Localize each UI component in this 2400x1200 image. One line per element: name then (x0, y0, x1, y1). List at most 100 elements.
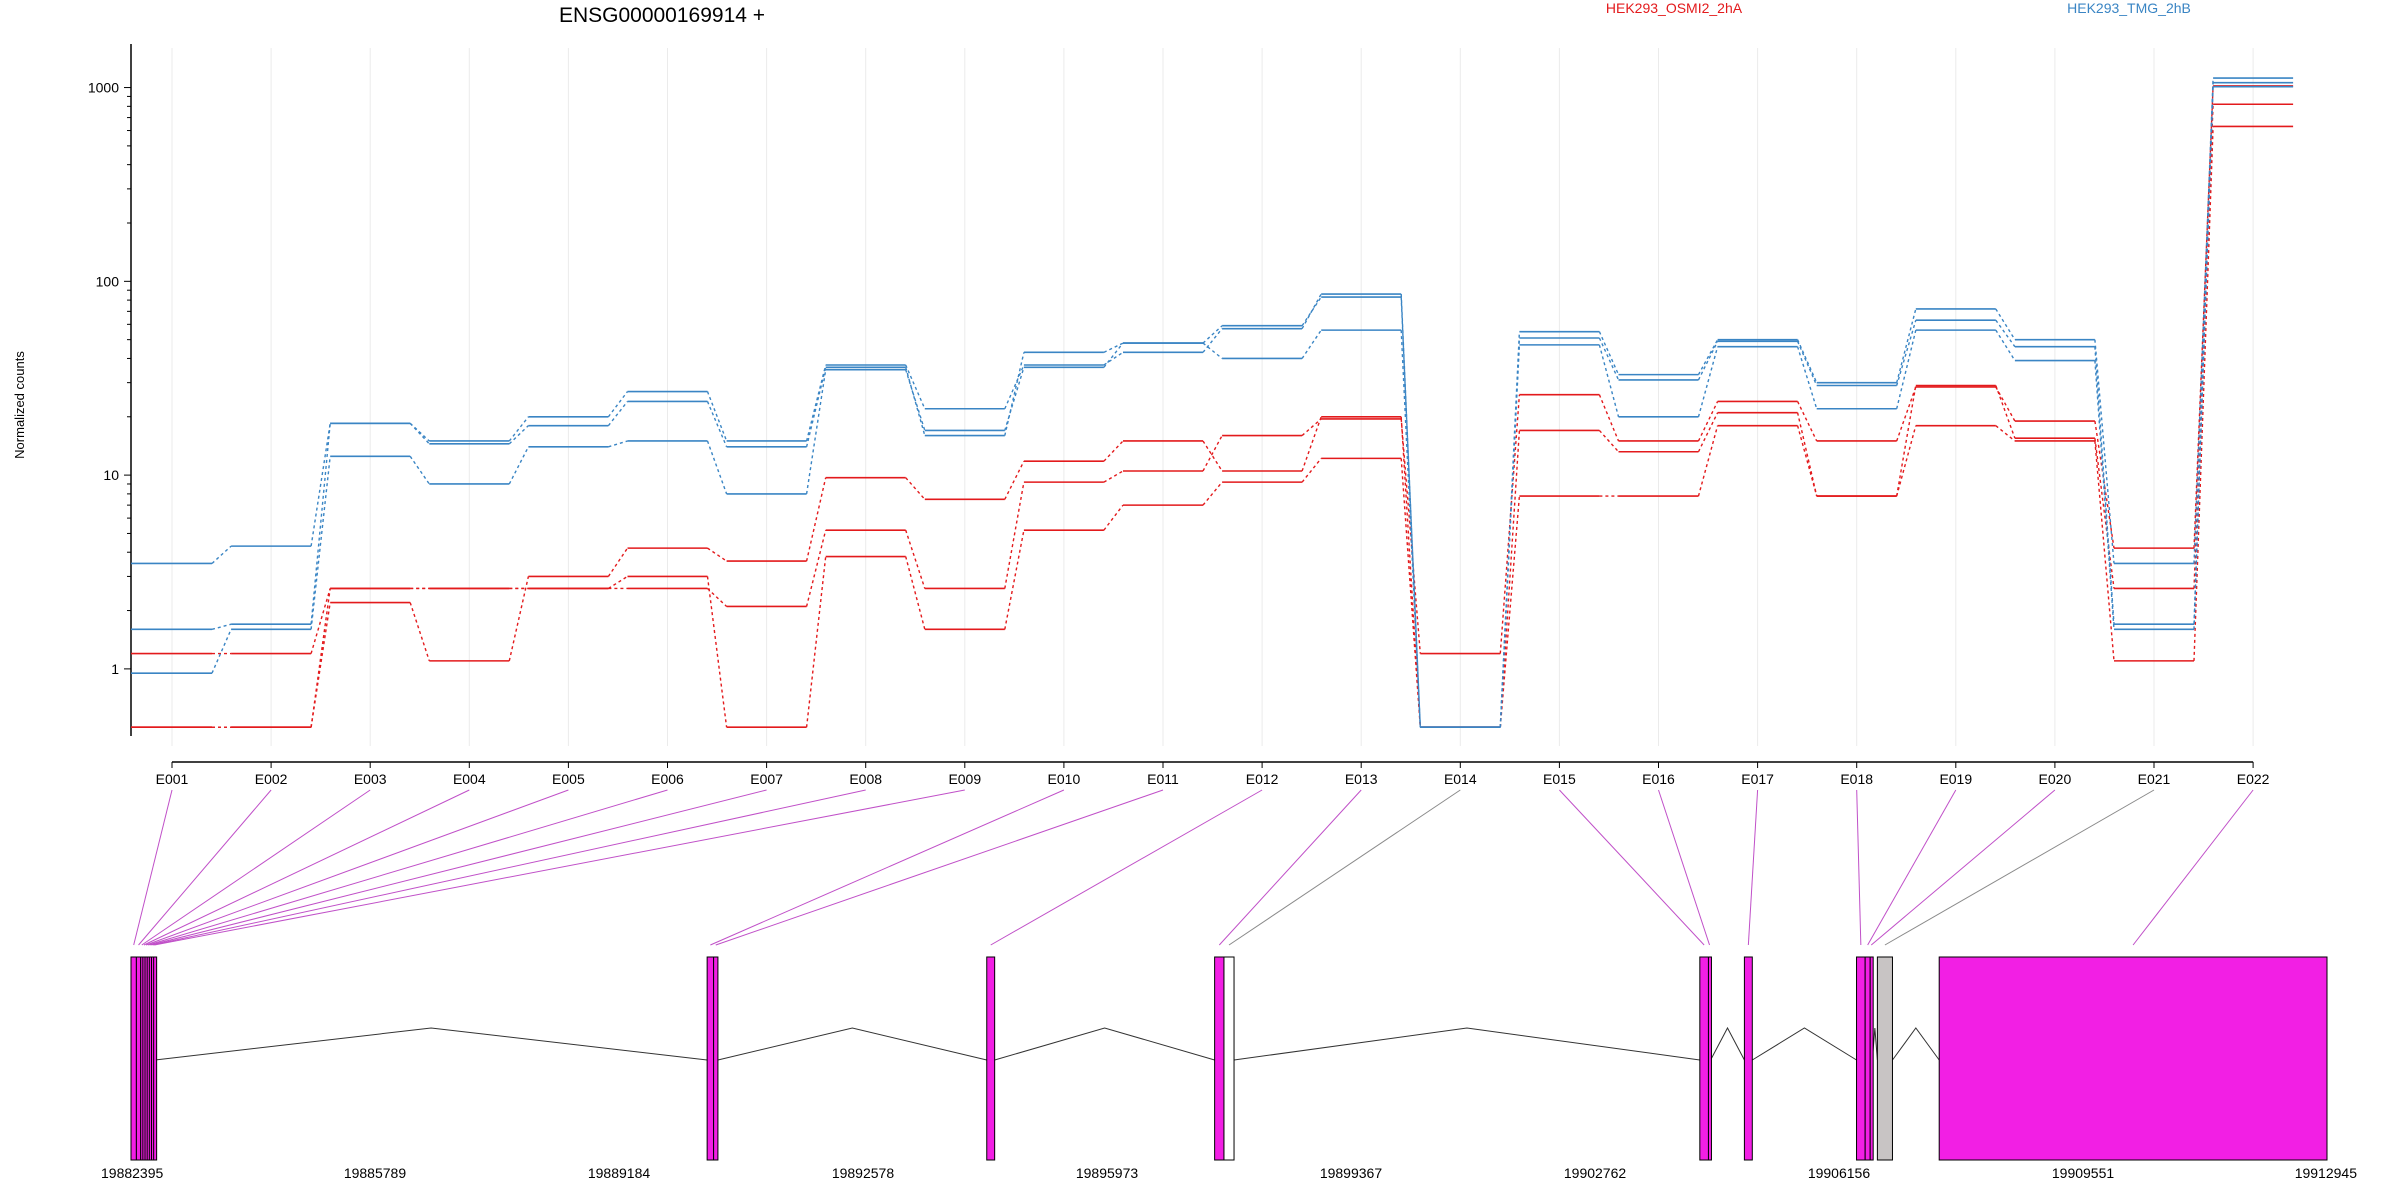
series-0-connector (1004, 482, 1025, 589)
series-5 (131, 85, 2294, 729)
series-5-connector (1004, 367, 1025, 431)
series-3-connector (1202, 328, 1223, 353)
exon-box-e012 (986, 956, 996, 1161)
series-0-connector (310, 588, 331, 654)
y-tick-label-10: 10 (103, 467, 119, 483)
series-1-connector (1598, 429, 1620, 453)
series-3-connector (1301, 293, 1322, 329)
exon-box-e020 (1869, 956, 1874, 1161)
series-0-connector (1202, 435, 1223, 472)
series-3-connector (805, 364, 827, 442)
series-4-connector (310, 423, 331, 625)
coordinate-label: 19899367 (1320, 1165, 1383, 1181)
intron-e017 (1752, 1027, 1857, 1061)
series-4-connector (508, 425, 529, 445)
connector-e014 (1228, 789, 1461, 946)
intron-e011 (717, 1027, 987, 1061)
series-1-connector (1896, 385, 1917, 497)
grid-lines (171, 48, 2254, 746)
coordinate-label: 19909551 (2052, 1165, 2115, 1181)
series-1-connector (1499, 430, 1521, 728)
x-tick-label-e008: E008 (849, 771, 882, 787)
series-2-connector (1896, 425, 1917, 497)
connector-e012 (990, 789, 1263, 946)
series-1-connector (1796, 412, 1818, 497)
coordinate-label: 19885789 (344, 1165, 407, 1181)
connector-e007 (150, 789, 767, 946)
coordinate-label: 19892578 (832, 1165, 895, 1181)
series-2 (131, 125, 2294, 729)
connector-e013 (1218, 789, 1362, 946)
series-4-connector (805, 367, 827, 447)
series-3-connector (1896, 308, 1917, 383)
series-1-connector (2094, 438, 2115, 589)
series-5-connector (1896, 329, 1917, 409)
series-1-connector (1697, 412, 1719, 453)
series-0-connector (1598, 394, 1620, 442)
series-2-connector (805, 556, 827, 728)
series-4-connector (1598, 337, 1620, 381)
series-3-connector (1004, 364, 1025, 410)
series-4-connector (211, 623, 232, 631)
exon-box-e022 (1938, 956, 2328, 1161)
series-4-connector (706, 401, 728, 448)
series-2-connector (2094, 440, 2115, 661)
series-5-connector (608, 440, 628, 448)
connector-e006 (148, 789, 668, 946)
intron-e016 (1710, 1026, 1745, 1061)
connector-e004 (143, 789, 470, 946)
connector-e015 (1559, 789, 1705, 946)
series-2-connector (905, 556, 926, 630)
series-2-connector (1301, 457, 1322, 483)
series-3-connector (508, 416, 529, 442)
coordinate-label: 19902762 (1564, 1165, 1627, 1181)
coordinate-label: 19882395 (101, 1165, 164, 1181)
series-1-connector (1103, 440, 1124, 462)
series-5-connector (1796, 346, 1818, 409)
legend-series-tmg: HEK293_TMG_2hB (2067, 0, 2191, 16)
connector-e020 (1870, 789, 2056, 946)
x-tick-label-e005: E005 (552, 771, 585, 787)
series-3-connector (706, 391, 728, 442)
series-0-connector (2193, 85, 2214, 549)
series-3-connector (1697, 339, 1719, 375)
gene-model: 19882395 19885789 19889184 19892578 19895973… (101, 956, 2357, 1181)
series-5-connector (1400, 330, 1421, 728)
exon-box-e010 (706, 956, 715, 1161)
x-tick-label-e020: E020 (2039, 771, 2072, 787)
intron-e021 (1892, 1027, 1940, 1061)
connector-e017 (1747, 789, 1759, 946)
connector-e001 (133, 789, 173, 946)
series-2-connector (1697, 425, 1719, 497)
exon-box-e021 (1876, 956, 1893, 1161)
series-4-connector (1896, 320, 1917, 386)
x-tick-label-e012: E012 (1246, 771, 1279, 787)
exon-box-e001 (130, 956, 137, 1161)
exon-box-e002 (135, 956, 142, 1161)
series-3-connector (1598, 331, 1620, 375)
x-tick-label-e006: E006 (651, 771, 684, 787)
x-tick-label-e010: E010 (1048, 771, 1081, 787)
series-0-connector (1499, 394, 1521, 654)
exon-connector-lines (133, 789, 2254, 946)
intron-e012 (994, 1027, 1215, 1061)
connector-e018 (1856, 789, 1862, 946)
series-2-connector (1400, 458, 1421, 728)
connector-e002 (138, 789, 272, 946)
series-0-connector (707, 587, 728, 607)
series-2-connector (608, 575, 628, 590)
series-lines (131, 77, 2294, 729)
series-4-connector (1697, 341, 1719, 381)
x-tick-label-e009: E009 (948, 771, 981, 787)
coordinate-label: 19906156 (1808, 1165, 1871, 1181)
exon-box-e009 (153, 956, 158, 1161)
exon-box-e013 (1214, 956, 1225, 1161)
series-2-connector (1004, 530, 1025, 630)
x-tick-label-e019: E019 (1939, 771, 1972, 787)
connector-e005 (145, 789, 569, 946)
series-3 (131, 77, 2294, 729)
connector-e021 (1884, 789, 2155, 946)
series-5-connector (805, 369, 827, 494)
axes: 1 10 100 1000 E001 E002 E003 E004 E005 E006 E007 E0… (88, 44, 2270, 787)
series-3-connector (905, 364, 926, 410)
